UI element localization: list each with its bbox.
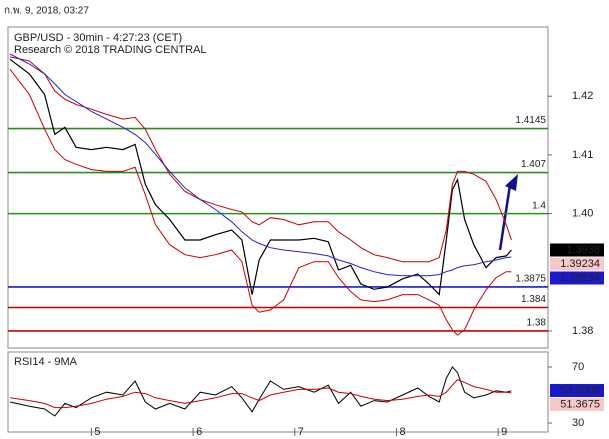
price-tag-label: 1.3938 (566, 244, 600, 256)
x-tick-label: 8 (399, 426, 405, 438)
y-tick-label: 30 (572, 417, 584, 429)
y-tick-label: 1.41 (572, 149, 593, 161)
price-tag-box (550, 271, 604, 285)
level-label: 1.38 (527, 318, 547, 329)
x-tick-label: 6 (196, 426, 202, 438)
chart-subtitle: Research © 2018 TRADING CENTRAL (14, 44, 207, 56)
price-tag-label: 1.39234 (560, 272, 600, 284)
forecast-arrow (498, 184, 512, 251)
y-tick-label: 1.42 (572, 90, 593, 102)
series-line (9, 68, 512, 336)
x-tick-label: 7 (298, 426, 304, 438)
series-line (9, 58, 512, 296)
series-line (9, 56, 512, 263)
level-label: 1.384 (521, 294, 546, 305)
x-tick-label: 5 (94, 426, 100, 438)
timestamp: ก.พ. 9, 2018, 03:27 (4, 6, 89, 17)
price-panel (7, 26, 549, 349)
y-tick-label: 1.40 (572, 208, 593, 220)
x-tick-label: 9 (501, 426, 507, 438)
price-tag-label: 51.3675 (560, 398, 600, 410)
series-line (9, 379, 512, 409)
rsi-title: RSI14 - 9MA (14, 356, 78, 368)
level-label: 1.3875 (515, 274, 546, 285)
forecast-arrow-head (505, 174, 518, 191)
level-label: 1.4 (532, 200, 546, 211)
chart-title: GBP/USD - 30min - 4:27:23 (CET) (14, 32, 182, 44)
level-label: 1.4145 (515, 115, 546, 126)
price-tag-box (550, 384, 604, 398)
price-tag-box (550, 398, 604, 412)
price-tag-box (550, 243, 604, 257)
series-line (9, 53, 512, 277)
rsi-panel (7, 351, 549, 433)
level-label: 1.407 (521, 159, 546, 170)
y-tick-label: 70 (572, 361, 584, 373)
y-tick-label: 1.38 (572, 325, 593, 337)
series-line (9, 366, 512, 417)
price-tag-label: 53.2086 (560, 384, 600, 396)
price-tag-label: 1.39234 (560, 258, 600, 270)
price-tag-box (550, 257, 604, 271)
